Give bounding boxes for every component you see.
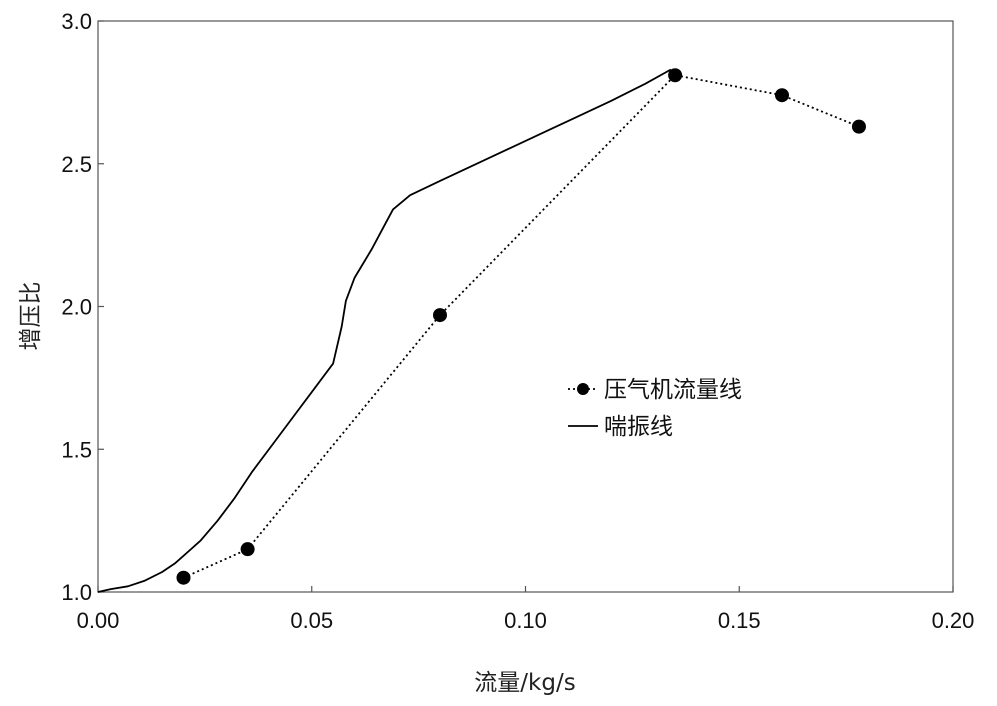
x-tick-label: 0.20 [932, 608, 975, 633]
surge-line [97, 68, 672, 593]
y-tick-label: 1.0 [61, 580, 92, 605]
compressor-flow-point [240, 542, 255, 557]
x-axis-title: 流量/kg/s [474, 670, 575, 696]
y-tick-label: 3.0 [61, 9, 92, 34]
x-tick-label: 0.05 [290, 608, 333, 633]
plot-area-frame [97, 20, 954, 593]
legend: 压气机流量线 喘振线 [568, 377, 742, 440]
y-tick-label: 1.5 [61, 437, 92, 462]
compressor-flow-point [433, 308, 447, 323]
compressor-flow-line [183, 74, 860, 579]
legend-compressor-marker [577, 383, 589, 395]
y-axis-title: 增压比 [18, 282, 44, 351]
compressor-flow-point [176, 570, 191, 585]
y-tick-label: 2.5 [61, 152, 92, 177]
legend-label-compressor-flow-line: 压气机流量线 [604, 377, 742, 403]
legend-label-surge-line: 喘振线 [604, 414, 673, 440]
x-tick-label: 0.10 [504, 608, 547, 633]
compressor-flow-point [668, 68, 683, 83]
y-axis-ticks: 1.0 1.5 2.0 2.5 3.0 [61, 9, 104, 605]
x-tick-label: 0.15 [718, 608, 761, 633]
x-axis-ticks: 0.00 0.05 0.10 0.15 0.20 [77, 586, 975, 633]
compressor-flow-point [851, 119, 866, 134]
y-tick-label: 2.0 [61, 295, 92, 320]
compressor-flow-point [775, 88, 789, 103]
series-layer [97, 68, 866, 593]
x-tick-label: 0.00 [77, 608, 120, 633]
